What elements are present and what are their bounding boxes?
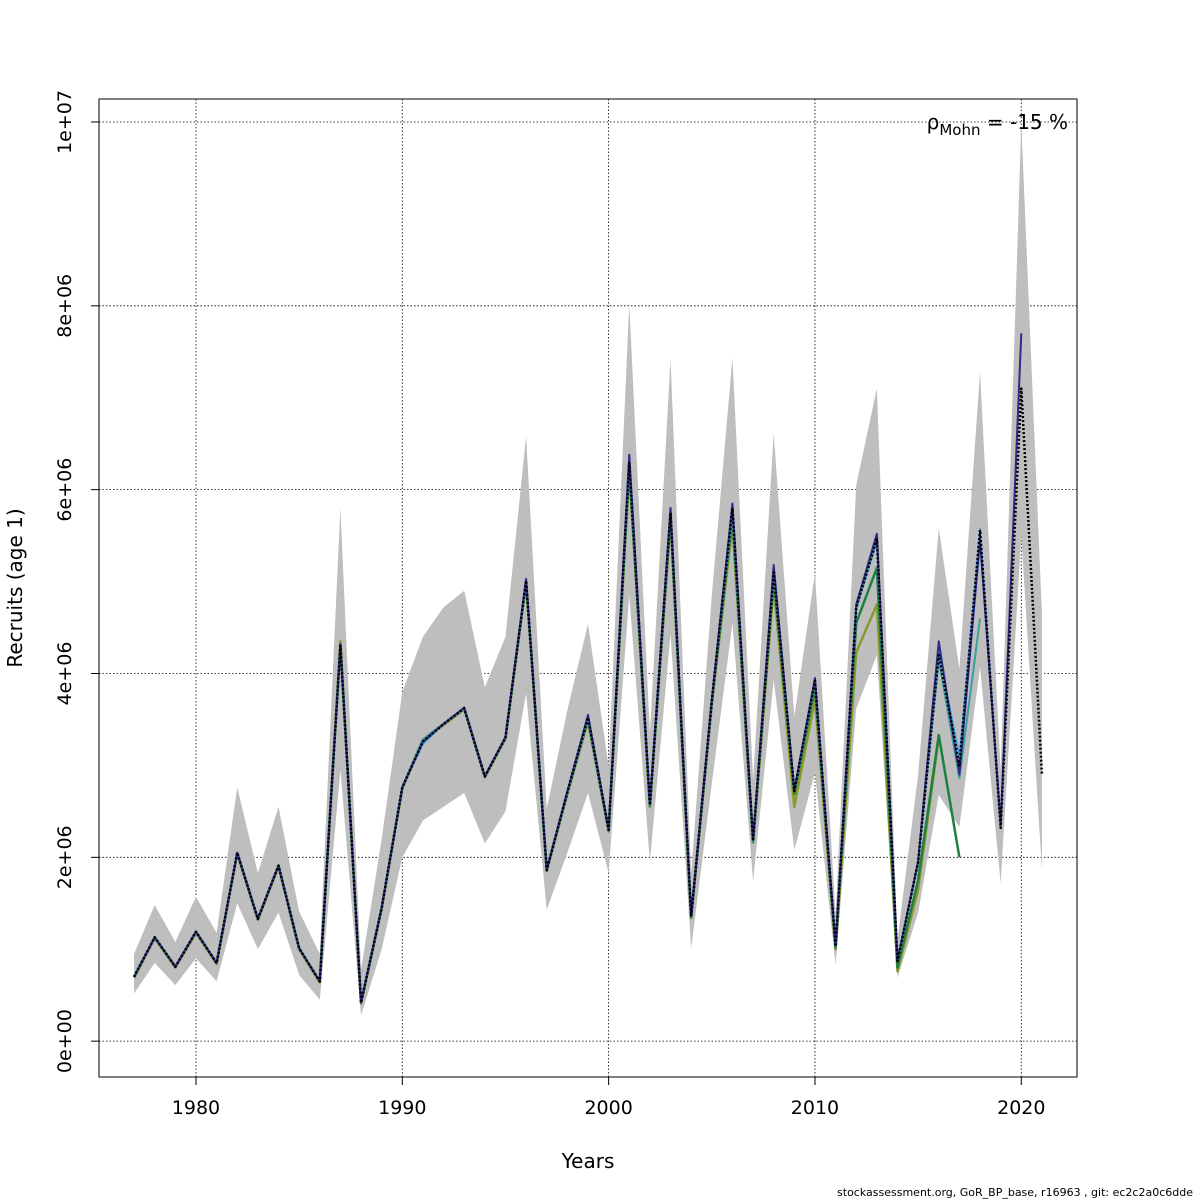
series-line-base <box>132 387 1044 1004</box>
rho-subscript: Mohn <box>939 121 980 139</box>
y-tick-label: 2e+06 <box>54 825 76 889</box>
x-tick-label: 2010 <box>791 1097 839 1119</box>
x-tick-label: 1990 <box>378 1097 426 1119</box>
plot-frame <box>98 98 1078 1078</box>
y-tick-label: 0e+00 <box>54 1009 76 1073</box>
series-line-peel1 <box>133 333 1023 1004</box>
rho-value: = -15 % <box>981 110 1069 134</box>
series-lines <box>132 333 1044 1005</box>
y-tick-label: 8e+06 <box>54 274 76 338</box>
rho-symbol: ρ <box>927 110 940 134</box>
footer-note: stockassessment.org, GoR_BP_base, r16963… <box>837 1186 1193 1199</box>
y-tick-label: 4e+06 <box>54 642 76 706</box>
y-axis: 0e+00 2e+06 4e+06 6e+06 8e+06 1e+07 <box>54 90 99 1073</box>
y-axis-title: Recruits (age 1) <box>3 508 27 667</box>
x-tick-label: 1980 <box>172 1097 220 1119</box>
x-axis: 1980 1990 2000 2010 2020 <box>172 1077 1045 1119</box>
mohn-rho-annotation: ρMohn = -15 % <box>927 110 1068 139</box>
x-tick-label: 2000 <box>584 1097 632 1119</box>
y-tick-label: 6e+06 <box>54 458 76 522</box>
x-axis-title: Years <box>561 1149 615 1173</box>
x-tick-label: 2020 <box>997 1097 1045 1119</box>
y-tick-label: 1e+07 <box>54 90 76 154</box>
